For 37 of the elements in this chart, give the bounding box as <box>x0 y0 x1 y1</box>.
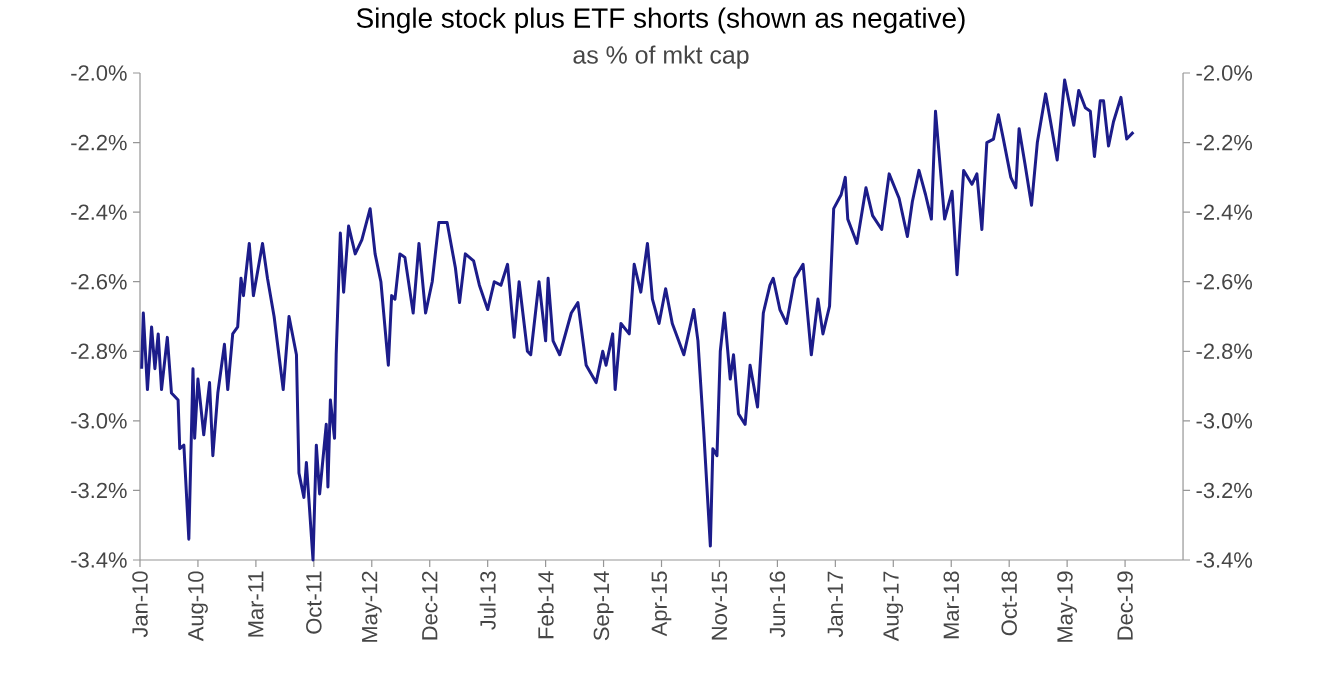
x-tick-label: Jan-17 <box>827 571 843 638</box>
x-tick-label: Jan-10 <box>132 571 148 638</box>
x-tick-label: Apr-15 <box>651 571 672 637</box>
y-tick-label: -2.6% <box>1196 273 1253 290</box>
x-tick-label: Oct-18 <box>1001 571 1017 636</box>
y-tick-label: -3.4% <box>1196 552 1253 568</box>
x-tick-label: Oct-11 <box>306 571 322 634</box>
x-tick-label: Mar-11 <box>248 571 264 637</box>
x-tick-label: May-19 <box>1057 571 1078 642</box>
chart-title: Single stock plus ETF shorts (shown as negative) <box>356 7 965 34</box>
y2-tick-label: -2.8% <box>71 343 127 360</box>
y2-tick-label: -3.0% <box>71 413 127 429</box>
x-tick-label: Nov-15 <box>711 571 728 640</box>
x-tick-label: Dec-19 <box>1117 571 1133 640</box>
y2-tick-label: -2.2% <box>71 134 127 151</box>
line-series <box>140 78 1135 562</box>
x-tick-label: Mar-18 <box>943 571 959 639</box>
y-tick-label: -2.0% <box>1196 65 1253 81</box>
y2-tick-label: -3.4% <box>71 552 127 568</box>
x-tick-label: Jul-13 <box>479 571 496 630</box>
y2-tick-label: -3.2% <box>71 482 127 499</box>
y-tick-label: -2.8% <box>1196 343 1253 360</box>
x-tick-label: Aug-17 <box>883 571 904 642</box>
y-tick-label: -2.4% <box>1196 204 1253 220</box>
y-tick-label: -2.2% <box>1196 134 1253 151</box>
x-tick-label: Dec-12 <box>421 571 438 640</box>
chart-subtitle: as % of mkt cap <box>573 45 749 69</box>
y2-tick-label: -2.6% <box>71 273 127 290</box>
x-tick-label: Aug-10 <box>188 571 208 642</box>
x-tick-label: Feb-14 <box>537 571 554 639</box>
x-tick-label: May-12 <box>361 571 382 642</box>
x-tick-label: Sep-14 <box>593 571 614 641</box>
x-tick-label: Jun-16 <box>769 571 786 638</box>
y-tick-label: -3.2% <box>1196 482 1253 499</box>
y2-tick-label: -2.0% <box>71 65 127 81</box>
y-tick-label: -3.0% <box>1196 413 1253 429</box>
y2-tick-label: -2.4% <box>71 204 127 220</box>
